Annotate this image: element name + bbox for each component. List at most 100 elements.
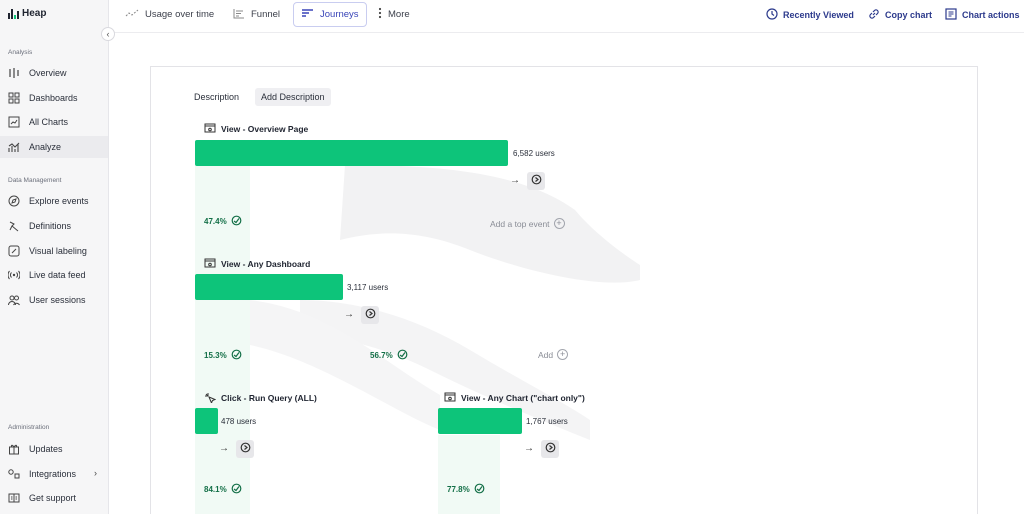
definitions-icon: [7, 220, 20, 233]
step-title-label: View - Any Chart ("chart only"): [461, 392, 585, 403]
updates-icon: [7, 443, 20, 456]
plus-circle-icon: +: [557, 349, 569, 360]
view-page-icon: [444, 392, 456, 403]
expand-next-step-button[interactable]: [527, 172, 545, 190]
sidebar-item-visual-labeling[interactable]: Visual labeling: [0, 240, 108, 262]
add-description-button[interactable]: Add Description: [255, 88, 331, 106]
sidebar-item-label: Dashboards: [29, 93, 78, 103]
recently-viewed-button[interactable]: Recently Viewed: [766, 8, 854, 22]
sidebar-item-get-support[interactable]: Get support: [0, 487, 108, 509]
sidebar-item-label: Definitions: [29, 221, 72, 231]
recently-viewed-label: Recently Viewed: [783, 10, 854, 20]
conversion-rate-value: 84.1%: [204, 485, 227, 494]
visual-labeling-icon: [7, 245, 20, 258]
step-title-run-query[interactable]: Click - Run Query (ALL): [204, 392, 317, 403]
description-label: Description: [194, 92, 240, 102]
step-bar-any-dashboard[interactable]: [195, 274, 343, 300]
sidebar-item-label: Explore events: [29, 196, 89, 206]
integrations-icon: [7, 468, 20, 481]
arrow-right-icon: →: [510, 175, 520, 186]
conversion-icon: [231, 215, 242, 228]
conversion-rate-3b[interactable]: 77.8%: [447, 483, 485, 496]
sidebar-item-explore-events[interactable]: Explore events: [0, 190, 108, 212]
all-charts-icon: [7, 116, 20, 129]
sidebar: Heap Analysis Overview Dashboards All Ch…: [0, 0, 109, 514]
get-support-icon: [7, 492, 20, 505]
step-title-label: View - Any Dashboard: [221, 258, 311, 269]
heap-logo[interactable]: Heap: [8, 8, 46, 19]
arrow-right-icon: →: [524, 443, 534, 454]
sidebar-item-definitions[interactable]: Definitions: [0, 215, 108, 237]
conversion-rate-2a[interactable]: 15.3%: [204, 349, 242, 362]
conversion-rate-3a[interactable]: 84.1%: [204, 483, 242, 496]
plus-circle-icon: +: [553, 218, 565, 229]
view-page-icon: [204, 123, 216, 134]
sidebar-item-live-data-feed[interactable]: Live data feed: [0, 264, 108, 286]
step-users-overview-page: 6,582 users: [513, 149, 555, 158]
sidebar-item-label: Live data feed: [29, 270, 86, 280]
expand-next-step-button[interactable]: [541, 440, 559, 458]
expand-next-step-button[interactable]: [361, 306, 379, 324]
chart-actions-button[interactable]: Chart actions: [945, 8, 1020, 22]
copy-chart-label: Copy chart: [885, 10, 933, 20]
sidebar-item-analyze[interactable]: Analyze: [0, 136, 108, 158]
tab-funnel[interactable]: Funnel: [226, 2, 287, 27]
tab-label: Journeys: [320, 9, 359, 20]
conversion-icon: [231, 483, 242, 496]
step-users-any-chart: 1,767 users: [526, 417, 568, 426]
section-label-administration: Administration: [8, 424, 50, 431]
add-event-button[interactable]: Add +: [538, 349, 569, 360]
expand-next-step-button[interactable]: [236, 440, 254, 458]
step-title-overview-page[interactable]: View - Overview Page: [204, 123, 308, 134]
conversion-rate-2b[interactable]: 56.7%: [370, 349, 408, 362]
section-label-data-management: Data Management: [8, 177, 62, 184]
tab-label: More: [388, 9, 410, 20]
tab-journeys[interactable]: Journeys: [293, 2, 367, 27]
step-title-any-dashboard[interactable]: View - Any Dashboard: [204, 258, 310, 269]
sidebar-collapse-button[interactable]: ‹: [101, 27, 115, 41]
step-bar-run-query[interactable]: [195, 408, 218, 434]
refresh-circle-icon: [531, 172, 542, 190]
chart-actions-icon: [945, 8, 957, 22]
sidebar-item-all-charts[interactable]: All Charts: [0, 111, 108, 133]
sidebar-item-user-sessions[interactable]: User sessions: [0, 289, 108, 311]
section-label-analysis: Analysis: [8, 49, 33, 56]
user-sessions-icon: [7, 294, 20, 307]
sidebar-item-overview[interactable]: Overview: [0, 62, 108, 84]
conversion-rate-value: 47.4%: [204, 217, 227, 226]
tab-label: Funnel: [251, 9, 281, 20]
click-icon: [204, 392, 216, 403]
conversion-icon: [231, 349, 242, 362]
copy-chart-button[interactable]: Copy chart: [868, 8, 932, 22]
add-top-event-button[interactable]: Add a top event +: [490, 218, 565, 229]
live-data-feed-icon: [7, 269, 20, 282]
usage-over-time-icon: [125, 8, 139, 21]
sidebar-item-label: Overview: [29, 68, 67, 78]
sidebar-item-label: All Charts: [29, 117, 69, 127]
link-icon: [868, 8, 880, 22]
conversion-rate-value: 15.3%: [204, 351, 227, 360]
app-name: Heap: [22, 8, 47, 19]
analyze-icon: [7, 141, 20, 154]
step-bar-any-chart[interactable]: [438, 408, 522, 434]
overview-icon: [7, 67, 20, 80]
step-title-label: Click - Run Query (ALL): [221, 392, 317, 403]
sidebar-item-updates[interactable]: Updates: [0, 438, 108, 460]
tab-usage-over-time[interactable]: Usage over time: [118, 2, 221, 27]
chart-type-toolbar: Usage over time Funnel Journeys More Rec…: [109, 0, 1024, 33]
step-title-any-chart[interactable]: View - Any Chart ("chart only"): [444, 392, 585, 403]
step-users-any-dashboard: 3,117 users: [347, 283, 389, 292]
more-vertical-icon: [378, 7, 382, 22]
sidebar-item-integrations[interactable]: Integrations ›: [0, 463, 108, 485]
sidebar-item-label: Updates: [29, 444, 63, 454]
sidebar-item-dashboards[interactable]: Dashboards: [0, 87, 108, 109]
add-top-event-label: Add a top event: [490, 218, 550, 229]
sidebar-item-label: Get support: [29, 493, 77, 503]
chart-actions-label: Chart actions: [962, 10, 1020, 20]
step-bar-overview-page[interactable]: [195, 140, 508, 166]
funnel-icon: [233, 8, 245, 22]
arrow-right-icon: →: [219, 443, 229, 454]
tab-more[interactable]: More: [371, 2, 417, 27]
conversion-rate-1[interactable]: 47.4%: [204, 215, 242, 228]
refresh-circle-icon: [365, 306, 376, 324]
